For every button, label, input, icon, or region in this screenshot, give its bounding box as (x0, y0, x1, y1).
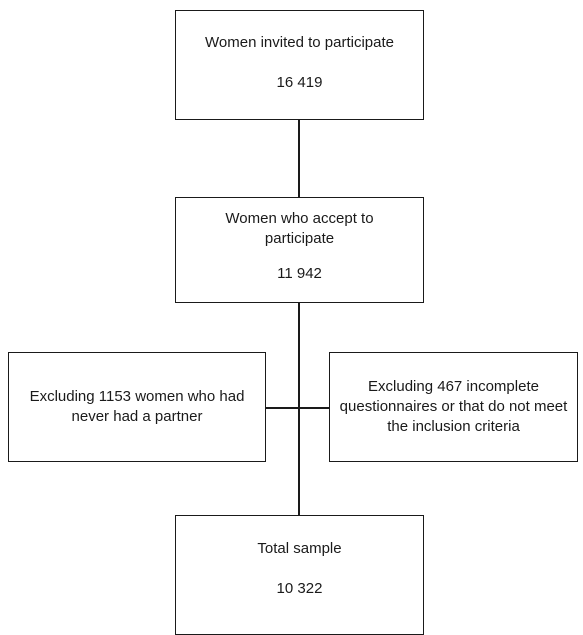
exclusion-left-label: Excluding 1153 women who had never had a… (29, 388, 245, 425)
accepted-box: Women who accept to participate 11 942 (175, 197, 424, 303)
exclusion-left-box: Excluding 1153 women who had never had a… (8, 352, 266, 462)
invited-label: Women invited to participate (205, 34, 394, 51)
exclusion-right-label: Excluding 467 incomplete questionnaires … (339, 378, 568, 435)
invited-box: Women invited to participate 16 419 (175, 10, 424, 120)
total-sample-count: 10 322 (276, 580, 323, 597)
accepted-label: Women who accept to participate (225, 210, 374, 247)
total-sample-box: Total sample 10 322 (175, 515, 424, 635)
connector-exclusion-horizontal (266, 407, 329, 409)
connector-invited-to-accepted (298, 120, 300, 197)
exclusion-right-box: Excluding 467 incomplete questionnaires … (329, 352, 578, 462)
invited-count: 16 419 (276, 74, 323, 91)
accepted-count: 11 942 (277, 265, 322, 282)
connector-accepted-to-total (298, 303, 300, 515)
total-sample-label: Total sample (257, 540, 342, 557)
